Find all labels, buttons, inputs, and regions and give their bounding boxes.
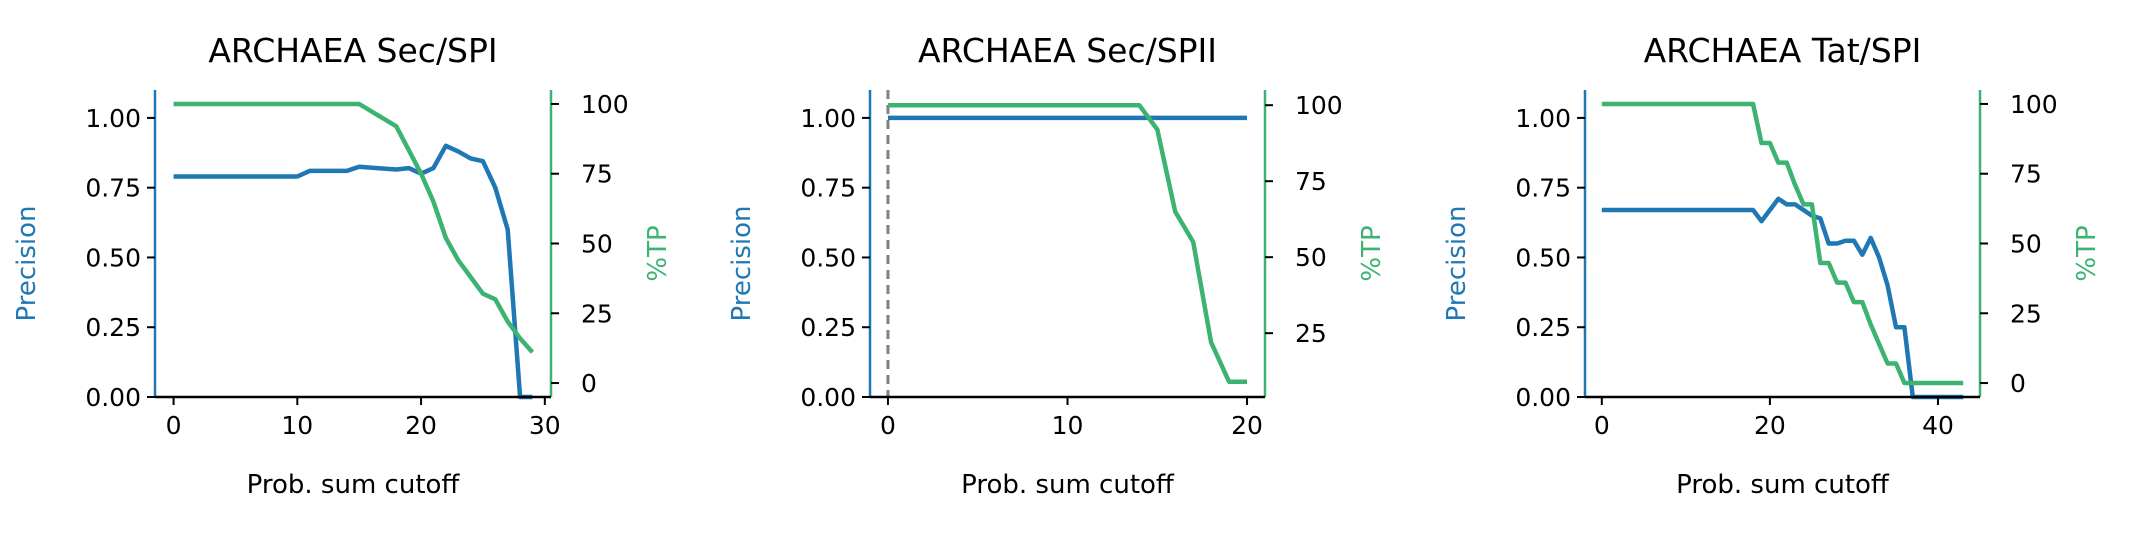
x-tick-label: 20 xyxy=(405,411,437,440)
y-left-tick-label: 0.50 xyxy=(85,243,141,272)
x-axis-label: Prob. sum cutoff xyxy=(961,470,1175,500)
y-left-tick-label: 0.00 xyxy=(800,383,856,412)
y-right-tick-label: 25 xyxy=(2010,299,2042,328)
y-right-axis-label: %TP xyxy=(2072,225,2102,281)
x-tick-label: 10 xyxy=(1052,411,1084,440)
x-axis-label: Prob. sum cutoff xyxy=(1676,470,1890,500)
y-right-tick-label: 0 xyxy=(2010,369,2026,398)
y-left-tick-label: 0.00 xyxy=(85,383,141,412)
y-right-tick-label: 75 xyxy=(2010,160,2042,189)
y-right-tick-label: 75 xyxy=(1295,167,1327,196)
y-left-tick-label: 0.25 xyxy=(1515,313,1571,342)
tp-series-line xyxy=(173,101,535,354)
y-left-tick-label: 0.75 xyxy=(800,174,856,203)
y-left-tick-label: 0.75 xyxy=(85,174,141,203)
x-tick-label: 20 xyxy=(1231,411,1263,440)
subplot-sec-spii: ARCHAEA Sec/SPII 0 10 20 0.00 0.25 0.50 0.75 1.0… xyxy=(727,31,1387,500)
x-tick-label: 40 xyxy=(1922,411,1954,440)
y-left-tick-label: 1.00 xyxy=(1515,104,1571,133)
y-left-axis-label: Precision xyxy=(12,205,42,321)
x-tick-label: 0 xyxy=(166,411,182,440)
y-right-tick-label: 100 xyxy=(1295,91,1343,120)
y-left-tick-label: 0.00 xyxy=(1515,383,1571,412)
y-left-tick-label: 0.50 xyxy=(1515,243,1571,272)
x-tick-label: 0 xyxy=(1594,411,1610,440)
y-left-axis-label: Precision xyxy=(727,205,757,321)
x-tick-label: 20 xyxy=(1754,411,1786,440)
y-right-tick-label: 50 xyxy=(581,230,613,259)
tp-series-line xyxy=(1601,101,1964,386)
precision-series-line xyxy=(1601,196,1964,400)
precision-series-line xyxy=(173,143,533,400)
y-right-axis-label: %TP xyxy=(643,225,673,281)
subplot-tat-spi: ARCHAEA Tat/SPI 0 20 40 0.00 0.25 0.50 0.75 1.00… xyxy=(1442,31,2102,500)
y-left-tick-label: 0.75 xyxy=(1515,174,1571,203)
tp-series-line xyxy=(888,102,1247,385)
y-left-tick-label: 1.00 xyxy=(85,104,141,133)
y-right-tick-label: 25 xyxy=(1295,319,1327,348)
chart-title: ARCHAEA Sec/SPI xyxy=(208,31,497,70)
y-left-axis-label: Precision xyxy=(1442,205,1472,321)
y-right-tick-label: 50 xyxy=(1295,243,1327,272)
y-right-tick-label: 0 xyxy=(581,369,597,398)
y-left-tick-label: 1.00 xyxy=(800,104,856,133)
chart-title: ARCHAEA Sec/SPII xyxy=(918,31,1217,70)
y-right-tick-label: 75 xyxy=(581,160,613,189)
y-right-tick-label: 25 xyxy=(581,299,613,328)
x-tick-label: 0 xyxy=(880,411,896,440)
y-right-tick-label: 100 xyxy=(581,90,629,119)
chart-title: ARCHAEA Tat/SPI xyxy=(1644,31,1922,70)
x-tick-label: 30 xyxy=(529,411,561,440)
x-tick-label: 10 xyxy=(281,411,313,440)
y-right-tick-label: 100 xyxy=(2010,90,2058,119)
y-left-tick-label: 0.50 xyxy=(800,243,856,272)
subplot-sec-spi: ARCHAEA Sec/SPI 0 10 20 30 0.00 0.25 0.50 0.75 1.… xyxy=(12,31,673,500)
y-right-tick-label: 50 xyxy=(2010,230,2042,259)
x-axis-label: Prob. sum cutoff xyxy=(247,470,461,500)
y-left-tick-label: 0.25 xyxy=(85,313,141,342)
y-right-axis-label: %TP xyxy=(1357,225,1387,281)
y-left-tick-label: 0.25 xyxy=(800,313,856,342)
